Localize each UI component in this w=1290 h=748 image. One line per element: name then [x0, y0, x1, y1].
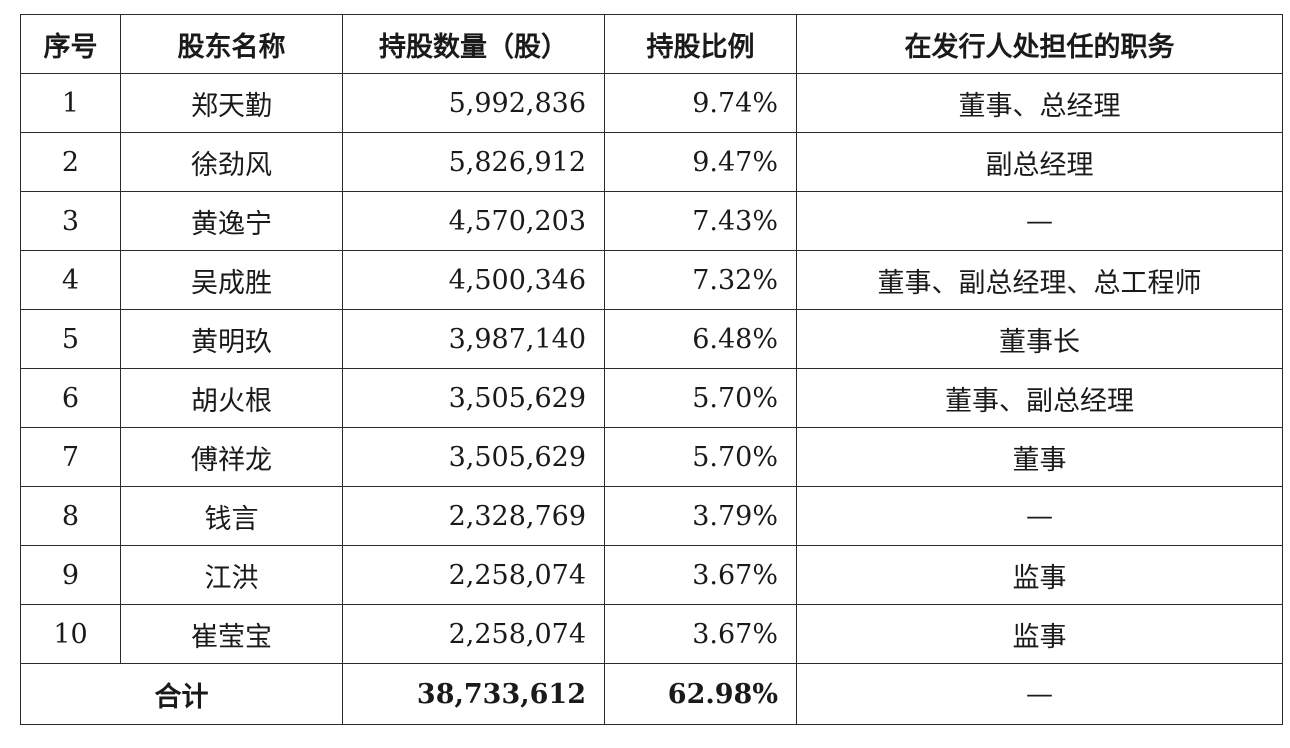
row-ratio: 9.74% — [604, 73, 797, 133]
row-ratio: 6.48% — [604, 309, 797, 369]
row-shares: 2,328,769 — [342, 486, 605, 546]
table-row: 8 钱言 2,328,769 3.79% — — [20, 486, 1283, 546]
row-name: 郑天勤 — [120, 73, 343, 133]
header-position: 在发行人处担任的职务 — [796, 14, 1283, 74]
total-position: — — [796, 663, 1283, 725]
row-no: 10 — [20, 604, 121, 664]
row-shares: 3,987,140 — [342, 309, 605, 369]
row-name: 黄逸宁 — [120, 191, 343, 251]
row-ratio: 3.67% — [604, 545, 797, 605]
row-position: — — [796, 486, 1283, 546]
row-shares: 5,992,836 — [342, 73, 605, 133]
row-no: 7 — [20, 427, 121, 487]
table-row: 7 傅祥龙 3,505,629 5.70% 董事 — [20, 427, 1283, 487]
row-no: 3 — [20, 191, 121, 251]
table-row: 3 黄逸宁 4,570,203 7.43% — — [20, 191, 1283, 251]
row-name: 崔莹宝 — [120, 604, 343, 664]
row-name: 傅祥龙 — [120, 427, 343, 487]
row-shares: 2,258,074 — [342, 545, 605, 605]
row-name: 胡火根 — [120, 368, 343, 428]
row-position: 副总经理 — [796, 132, 1283, 192]
row-name: 吴成胜 — [120, 250, 343, 310]
shareholder-table: 序号 股东名称 持股数量（股） 持股比例 在发行人处担任的职务 1 郑天勤 5,… — [20, 14, 1283, 725]
row-position: 董事、总经理 — [796, 73, 1283, 133]
row-position: 董事 — [796, 427, 1283, 487]
row-no: 2 — [20, 132, 121, 192]
row-shares: 3,505,629 — [342, 427, 605, 487]
row-position: 监事 — [796, 604, 1283, 664]
total-shares: 38,733,612 — [342, 663, 605, 725]
row-shares: 4,570,203 — [342, 191, 605, 251]
row-shares: 5,826,912 — [342, 132, 605, 192]
row-name: 钱言 — [120, 486, 343, 546]
row-position: 董事、副总经理 — [796, 368, 1283, 428]
row-shares: 2,258,074 — [342, 604, 605, 664]
header-ratio: 持股比例 — [604, 14, 797, 74]
row-ratio: 9.47% — [604, 132, 797, 192]
row-position: 董事、副总经理、总工程师 — [796, 250, 1283, 310]
row-no: 8 — [20, 486, 121, 546]
table-row: 9 江洪 2,258,074 3.67% 监事 — [20, 545, 1283, 605]
header-shares: 持股数量（股） — [342, 14, 605, 74]
row-position: 监事 — [796, 545, 1283, 605]
row-position: 董事长 — [796, 309, 1283, 369]
row-ratio: 3.67% — [604, 604, 797, 664]
total-row: 合计 38,733,612 62.98% — — [20, 663, 1283, 725]
row-no: 6 — [20, 368, 121, 428]
row-ratio: 5.70% — [604, 427, 797, 487]
row-ratio: 7.32% — [604, 250, 797, 310]
row-name: 江洪 — [120, 545, 343, 605]
total-label: 合计 — [20, 663, 343, 725]
table-row: 10 崔莹宝 2,258,074 3.67% 监事 — [20, 604, 1283, 664]
header-name: 股东名称 — [120, 14, 343, 74]
row-name: 徐劲风 — [120, 132, 343, 192]
row-ratio: 7.43% — [604, 191, 797, 251]
row-no: 1 — [20, 73, 121, 133]
row-shares: 4,500,346 — [342, 250, 605, 310]
row-ratio: 5.70% — [604, 368, 797, 428]
table-row: 4 吴成胜 4,500,346 7.32% 董事、副总经理、总工程师 — [20, 250, 1283, 310]
total-ratio: 62.98% — [604, 663, 797, 725]
header-no: 序号 — [20, 14, 121, 74]
row-no: 5 — [20, 309, 121, 369]
table-row: 2 徐劲风 5,826,912 9.47% 副总经理 — [20, 132, 1283, 192]
row-no: 9 — [20, 545, 121, 605]
header-row: 序号 股东名称 持股数量（股） 持股比例 在发行人处担任的职务 — [20, 14, 1283, 74]
row-ratio: 3.79% — [604, 486, 797, 546]
table-row: 1 郑天勤 5,992,836 9.74% 董事、总经理 — [20, 73, 1283, 133]
row-position: — — [796, 191, 1283, 251]
table-row: 6 胡火根 3,505,629 5.70% 董事、副总经理 — [20, 368, 1283, 428]
table-row: 5 黄明玖 3,987,140 6.48% 董事长 — [20, 309, 1283, 369]
row-name: 黄明玖 — [120, 309, 343, 369]
row-no: 4 — [20, 250, 121, 310]
row-shares: 3,505,629 — [342, 368, 605, 428]
